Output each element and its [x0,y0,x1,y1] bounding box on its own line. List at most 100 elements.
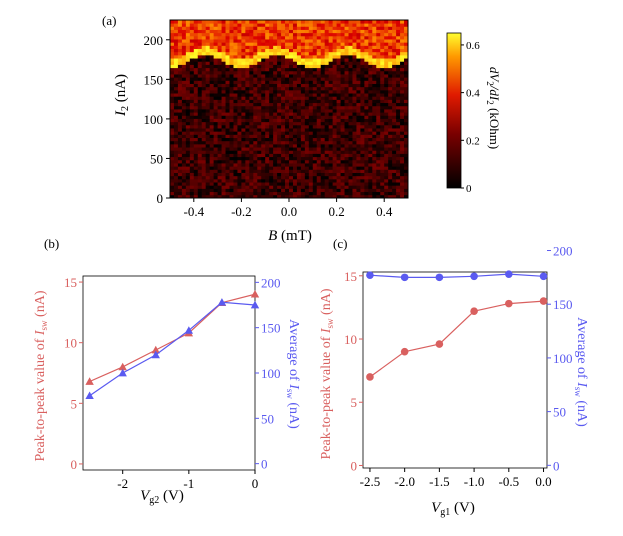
heatmap-cell [400,102,405,107]
heatmap-cell [237,115,242,119]
heatmap-cell [404,169,408,173]
heatmap-cell [292,194,298,198]
heatmap-cell [289,29,294,34]
heatmap-cell [372,96,377,100]
heatmap-cell [344,163,349,167]
heatmap-cell [209,118,215,123]
heatmap-cell [217,39,222,43]
heatmap-cell [344,45,349,50]
heatmap-cell [285,147,290,151]
heatmap-cell [249,172,254,177]
heatmap-cell [292,89,298,94]
heatmap-cell [380,143,385,148]
heatmap-cell [273,163,278,167]
heatmap-cell [316,105,322,110]
heatmap-cell [324,99,330,104]
heatmap-cell [392,109,397,113]
heatmap-cell [368,23,373,27]
heatmap-cell [257,45,262,50]
heatmap-cell [388,39,393,43]
heatmap-cell [289,115,294,119]
heatmap-cell [348,93,353,97]
heatmap-cell [257,99,262,104]
heatmap-cell [292,115,298,119]
heatmap-cell [237,96,242,100]
heatmap-cell [324,121,330,126]
heatmap-cell [185,163,191,167]
heatmap-cell [344,64,349,69]
heatmap-cell [177,153,183,158]
heatmap-cell [285,77,290,81]
y-left-tick-label: 5 [351,395,358,410]
heatmap-cell [177,70,183,75]
heatmap-cell [229,182,234,186]
heatmap-cell [380,93,385,97]
heatmap-cell [396,61,401,65]
heatmap-cell [404,54,408,59]
heatmap-cell [253,185,258,189]
heatmap-cell [189,77,195,81]
heatmap-cell [170,51,175,56]
heatmap-cell [170,140,175,145]
heatmap-cell [316,115,322,119]
heatmap-cell [177,140,183,145]
heatmap-cell [352,150,357,154]
heatmap-cell [340,143,345,148]
heatmap-cell [324,39,330,43]
heatmap-cell [189,54,195,59]
heatmap-cell [392,35,397,40]
heatmap-cell [273,26,278,30]
heatmap-cell [261,86,266,91]
heatmap-cell [328,20,334,24]
heatmap-cell [245,89,250,94]
heatmap-cell [265,70,270,75]
heatmap-cell [308,140,314,145]
heatmap-cell [360,172,365,177]
heatmap-cell [201,131,207,135]
heatmap-cell [348,137,353,142]
heatmap-cell [368,147,373,151]
heatmap-cell [225,178,230,183]
heatmap-cell [249,29,254,34]
heatmap-cell [277,172,282,177]
heatmap-cell [181,137,187,142]
heatmap-cell [368,105,373,110]
heatmap-cell [376,150,381,154]
heatmap-cell [229,163,234,167]
heatmap-cell [233,128,238,132]
heatmap-cell [368,54,373,59]
heatmap-cell [404,74,408,78]
heatmap-cell [340,194,345,198]
heatmap-cell [312,118,318,123]
heatmap-cell [360,23,365,27]
heatmap-cell [173,20,179,24]
heatmap-cell [229,134,234,139]
heatmap-cell [324,128,330,132]
heatmap-cell [170,143,175,148]
heatmap-cell [300,172,306,177]
heatmap-cell [285,67,290,72]
data-point [366,373,374,381]
heatmap-cell [400,74,405,78]
heatmap-cell [324,58,330,62]
heatmap-cell [185,23,191,27]
heatmap-cell [241,58,246,62]
heatmap-cell [340,80,345,84]
heatmap-cell [308,58,314,62]
y-left-tick-label: 10 [64,336,77,351]
heatmap-cell [281,134,286,139]
heatmap-cell [261,70,266,75]
heatmap-cell [388,137,393,142]
heatmap-cell [173,169,179,173]
heatmap-cell [281,89,286,94]
heatmap-cell [352,105,357,110]
heatmap-cell [261,51,266,56]
heatmap-cell [312,102,318,107]
heatmap-cell [364,143,369,148]
heatmap-cell [316,194,322,198]
heatmap-cell [205,89,211,94]
heatmap-cell [257,124,262,129]
heatmap-cell [229,93,234,97]
heatmap-cell [332,140,337,145]
heatmap-cell [170,159,175,164]
